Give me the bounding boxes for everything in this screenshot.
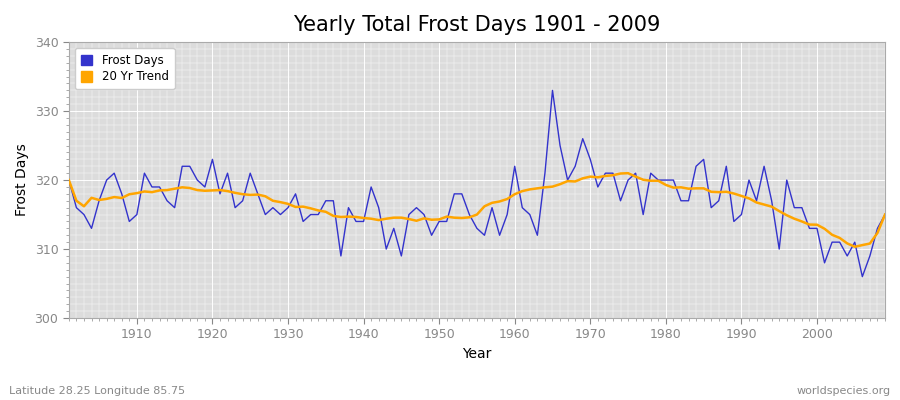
Legend: Frost Days, 20 Yr Trend: Frost Days, 20 Yr Trend (75, 48, 175, 89)
Title: Yearly Total Frost Days 1901 - 2009: Yearly Total Frost Days 1901 - 2009 (293, 15, 661, 35)
Text: Latitude 28.25 Longitude 85.75: Latitude 28.25 Longitude 85.75 (9, 386, 185, 396)
X-axis label: Year: Year (463, 347, 491, 361)
Y-axis label: Frost Days: Frost Days (15, 144, 29, 216)
Text: worldspecies.org: worldspecies.org (796, 386, 891, 396)
